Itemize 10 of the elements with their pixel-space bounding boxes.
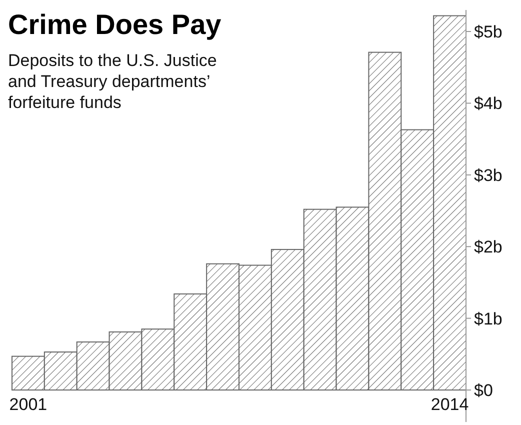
chart-title: Crime Does Pay (8, 9, 222, 40)
x-tick-label: 2014 (430, 395, 469, 414)
y-tick-label: $0 (474, 380, 493, 400)
y-tick-label: $3b (474, 166, 502, 185)
text: Deposits to the U.S. Justice and Treasury departments’ forfeiture funds (8, 51, 217, 112)
x-tick-label: 2001 (9, 395, 48, 414)
y-tick-label: $2b (474, 238, 502, 257)
y-tick-label: $5b (474, 22, 502, 42)
y-tick-label: $4b (474, 94, 502, 114)
y-tick-label: $1b (474, 309, 502, 328)
